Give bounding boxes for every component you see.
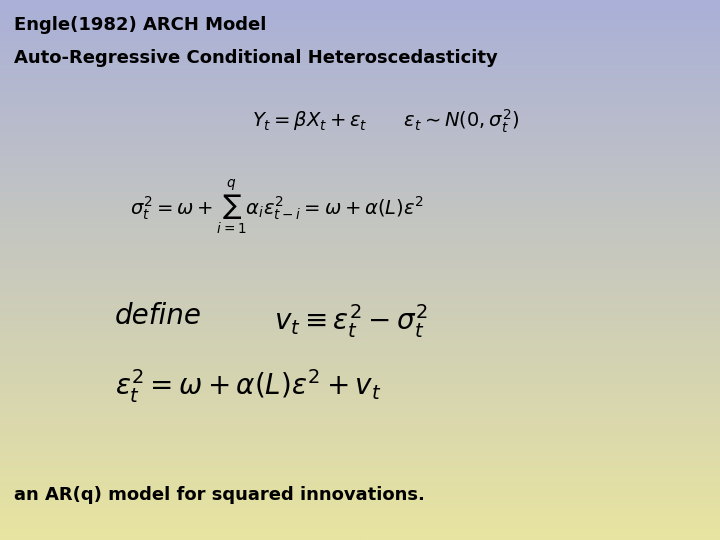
Text: $\sigma_t^2 = \omega + \sum_{i=1}^{q} \alpha_i \varepsilon^2_{t-i} = \omega + \a: $\sigma_t^2 = \omega + \sum_{i=1}^{q} \a… bbox=[130, 178, 423, 236]
Text: $v_t \equiv \varepsilon_t^2 - \sigma_t^2$: $v_t \equiv \varepsilon_t^2 - \sigma_t^2… bbox=[274, 302, 427, 340]
Text: an AR(q) model for squared innovations.: an AR(q) model for squared innovations. bbox=[14, 486, 426, 504]
Text: Auto-Regressive Conditional Heteroscedasticity: Auto-Regressive Conditional Heteroscedas… bbox=[14, 49, 498, 66]
Text: define: define bbox=[115, 302, 202, 330]
Text: $\varepsilon_t^2 = \omega + \alpha(L)\varepsilon^2 + v_t$: $\varepsilon_t^2 = \omega + \alpha(L)\va… bbox=[115, 367, 382, 405]
Text: Engle(1982) ARCH Model: Engle(1982) ARCH Model bbox=[14, 16, 267, 34]
Text: $Y_t = \beta X_t + \varepsilon_t \qquad \varepsilon_t \sim N(0, \sigma_t^2)$: $Y_t = \beta X_t + \varepsilon_t \qquad … bbox=[252, 108, 519, 136]
